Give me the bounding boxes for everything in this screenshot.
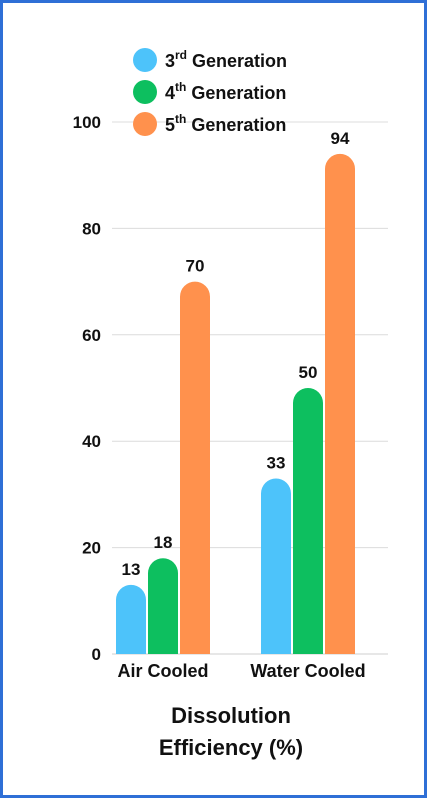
bar xyxy=(325,153,355,655)
bar xyxy=(261,478,291,654)
bar xyxy=(293,388,323,654)
y-tick-label: 60 xyxy=(82,326,101,345)
bar xyxy=(180,281,210,654)
legend-swatch xyxy=(133,112,157,136)
legend-swatch xyxy=(133,80,157,104)
x-category-label: Air Cooled xyxy=(117,661,208,681)
data-label: 70 xyxy=(186,257,205,276)
data-label: 50 xyxy=(299,363,318,382)
data-label: 94 xyxy=(331,129,350,148)
y-tick-label: 0 xyxy=(92,645,101,664)
data-label: 13 xyxy=(122,560,141,579)
y-tick-label: 20 xyxy=(82,539,101,558)
bar xyxy=(148,558,178,654)
x-category-label: Water Cooled xyxy=(250,661,365,681)
bars xyxy=(116,153,355,655)
legend-label: 3rd Generation xyxy=(165,48,287,71)
legend-label: 5th Generation xyxy=(165,112,286,135)
legend-swatch xyxy=(133,48,157,72)
value-labels: 13 18 70 33 50 94 xyxy=(122,129,350,579)
y-tick-label: 80 xyxy=(82,219,101,238)
y-tick-label: 40 xyxy=(82,432,101,451)
legend-label: 4th Generation xyxy=(165,80,286,103)
data-label: 18 xyxy=(154,533,173,552)
y-tick-label: 100 xyxy=(73,113,101,132)
legend: 3rd Generation 4th Generation 5th Generati… xyxy=(133,48,287,136)
y-axis-ticks: 0 20 40 60 80 100 xyxy=(73,113,101,664)
x-axis-categories: Air Cooled Water Cooled xyxy=(117,661,365,681)
bar xyxy=(116,584,146,654)
x-axis-title: Dissolution Efficiency (%) xyxy=(159,703,303,760)
data-label: 33 xyxy=(267,453,286,472)
